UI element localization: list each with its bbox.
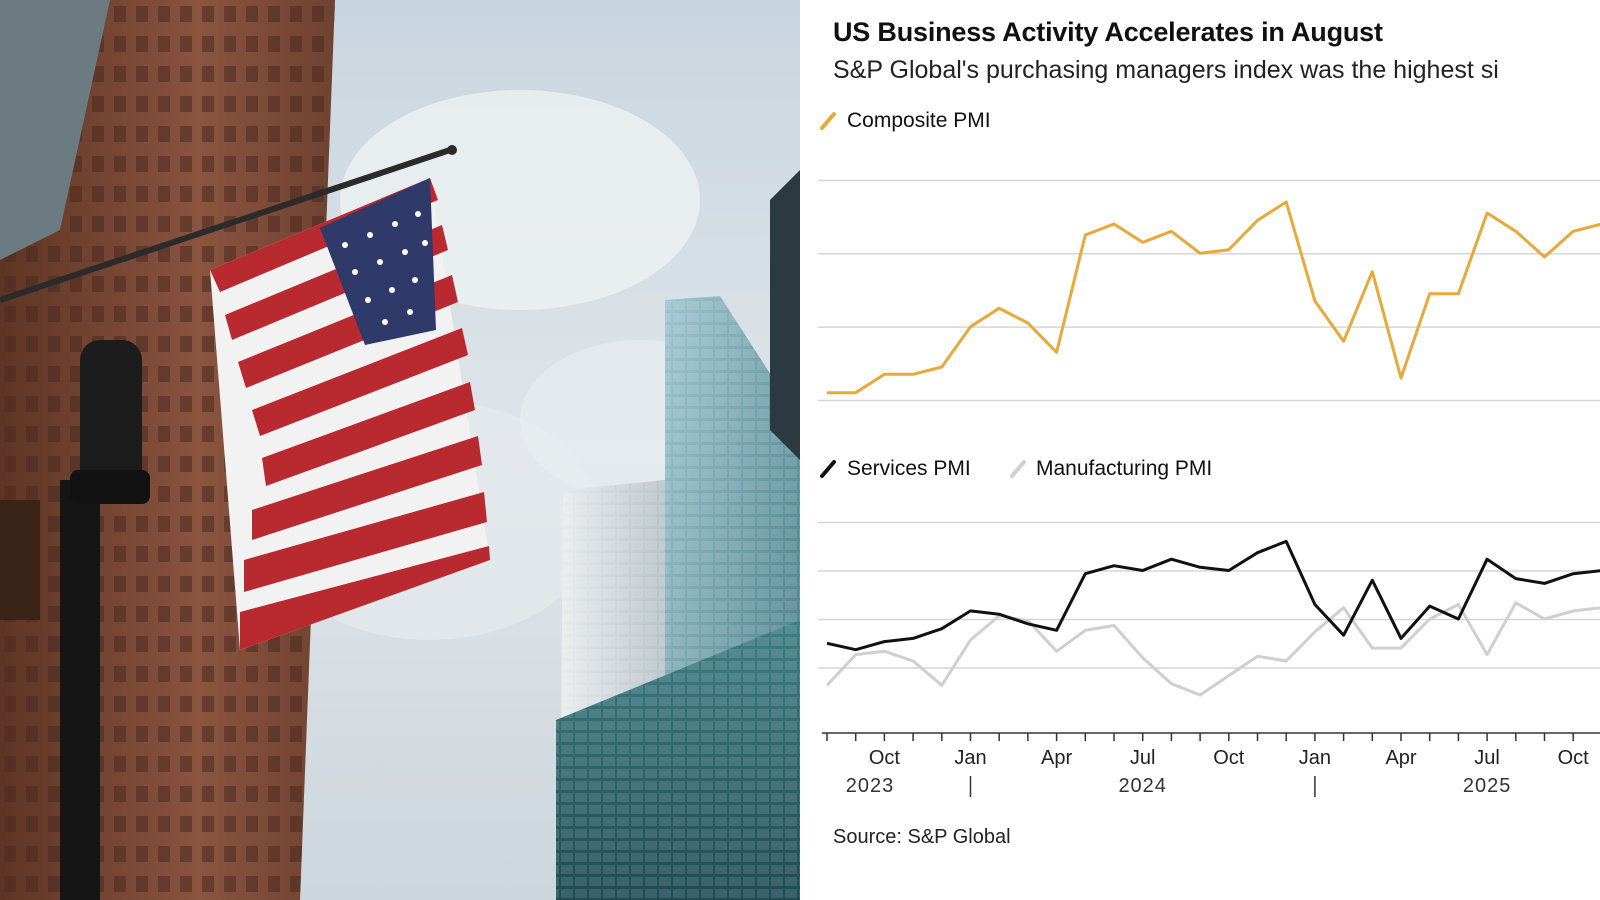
- chart-source: Source: S&P Global: [833, 826, 1011, 848]
- x-tick-label: Jul: [1130, 747, 1156, 769]
- services-manufacturing-series: [825, 539, 1600, 697]
- x-tick-label: Jan: [954, 747, 986, 769]
- lamp-post-icon: [0, 340, 150, 900]
- top-gridlines: [818, 179, 1600, 402]
- chart-subtitle: S&P Global's purchasing managers index w…: [833, 56, 1499, 84]
- legend-swatch-services: [820, 460, 836, 478]
- x-axis-ticks: [826, 733, 1574, 741]
- x-tick-label: Oct: [869, 747, 901, 769]
- composite-pmi-line: [827, 200, 1600, 395]
- x-year-label: 2024: [1118, 775, 1167, 797]
- composite-series: [827, 200, 1600, 395]
- x-tick-label: Jul: [1474, 747, 1500, 769]
- chart-panel: US Business Activity Accelerates in Augu…: [800, 0, 1600, 900]
- manufacturing-pmi-line: [825, 601, 1600, 697]
- services-pmi-line: [826, 539, 1600, 652]
- x-tick-label: Jan: [1299, 747, 1331, 769]
- x-axis-year-labels: 2023 2024 2025: [846, 775, 1512, 797]
- legend-swatch-composite: [820, 112, 836, 130]
- x-axis-labels: Oct Jan Apr Jul Oct Jan Apr Jul Oct: [869, 747, 1589, 769]
- x-tick-label: Apr: [1385, 747, 1416, 769]
- bottom-gridlines: [818, 521, 1600, 669]
- legend-label-services: Services PMI: [847, 457, 971, 480]
- x-year-label: 2025: [1463, 775, 1512, 797]
- pmi-chart: Composite PMI Services PMI Manufacturing…: [818, 109, 1600, 797]
- american-flag-photo: [0, 0, 800, 900]
- x-year-label: 2023: [846, 775, 895, 797]
- legend-services: Services PMI: [820, 457, 971, 480]
- x-tick-label: Oct: [1213, 747, 1245, 769]
- flag-icon: [210, 178, 490, 650]
- legend-swatch-manufacturing: [1010, 460, 1026, 478]
- legend-label-composite: Composite PMI: [847, 109, 991, 132]
- legend-composite: Composite PMI: [820, 109, 991, 132]
- x-tick-label: Apr: [1041, 747, 1072, 769]
- chart-title: US Business Activity Accelerates in Augu…: [833, 17, 1383, 47]
- legend-label-manufacturing: Manufacturing PMI: [1036, 457, 1212, 480]
- x-tick-label: Oct: [1558, 747, 1590, 769]
- legend-manufacturing: Manufacturing PMI: [1010, 457, 1212, 480]
